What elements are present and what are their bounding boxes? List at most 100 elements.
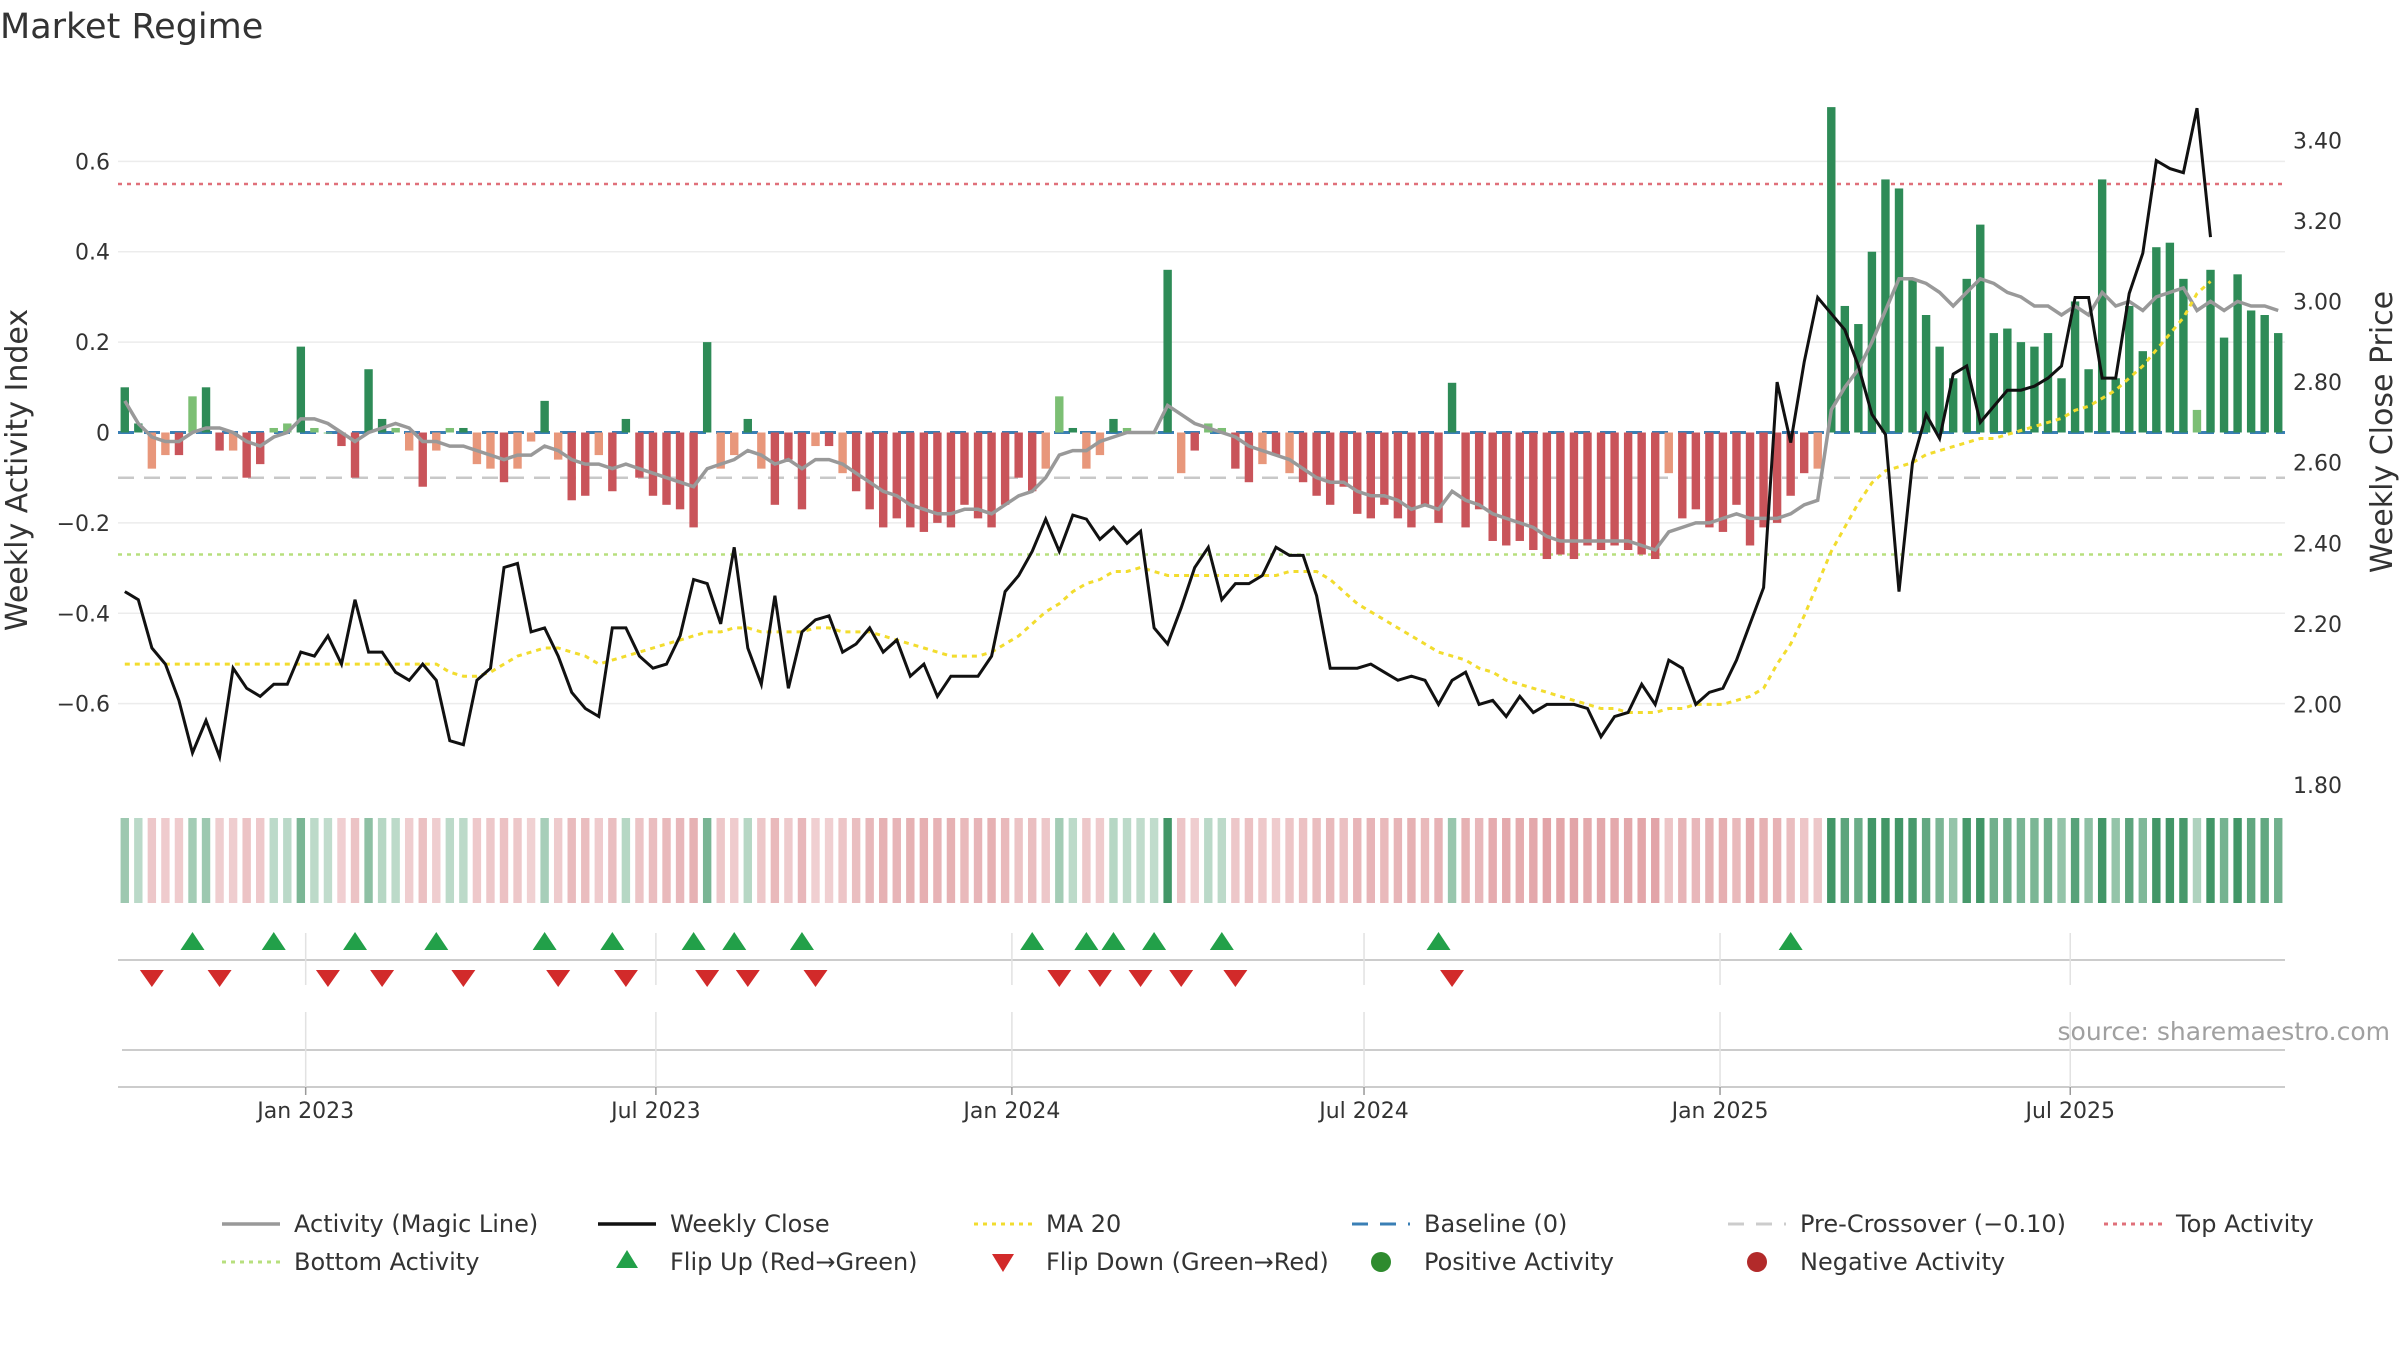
activity-bar: [1014, 432, 1023, 478]
regime-cell: [323, 818, 333, 903]
regime-cell: [960, 818, 969, 903]
regime-cell: [2192, 818, 2202, 903]
flip-up-marker: [1020, 932, 1045, 950]
regime-cell: [283, 818, 292, 903]
activity-bar: [1393, 432, 1403, 519]
regime-cell: [621, 818, 631, 903]
regime-cell: [675, 818, 685, 903]
activity-bar: [2111, 378, 2120, 433]
regime-cell: [445, 818, 455, 903]
activity-bar: [851, 432, 861, 492]
activity-bar: [283, 423, 292, 433]
activity-bar: [228, 432, 238, 451]
gridlines: [118, 160, 2285, 705]
flip-up-marker: [600, 932, 625, 950]
regime-cell: [2125, 818, 2134, 903]
activity-bar: [2097, 179, 2107, 433]
activity-bar: [1786, 432, 1795, 496]
regime-cell: [1325, 818, 1335, 903]
activity-bar: [1434, 432, 1443, 523]
legend-label: Weekly Close: [670, 1210, 830, 1238]
regime-cell: [540, 818, 549, 903]
regime-cell: [147, 818, 157, 903]
activity-bar: [1989, 333, 1999, 433]
regime-cell: [1190, 818, 1199, 903]
activity-bar: [1095, 432, 1105, 456]
activity-bar: [770, 432, 780, 505]
flip-down-marker: [315, 970, 340, 987]
activity-bar: [323, 432, 333, 434]
regime-cell: [2138, 818, 2147, 903]
x-tick-label: Jan 2025: [1670, 1099, 1769, 1124]
regime-cell: [1176, 818, 1186, 903]
regime-cell: [1813, 818, 1822, 903]
activity-bar: [2043, 333, 2053, 433]
series-lines: [123, 107, 2279, 763]
regime-cell: [1556, 818, 1565, 903]
activity-bar: [1244, 432, 1254, 483]
regime-cell: [161, 818, 170, 903]
x-tick-label: Jul 2025: [2023, 1099, 2115, 1124]
regime-cell: [1474, 818, 1484, 903]
legend-dot: [1371, 1252, 1391, 1272]
regime-cell: [702, 818, 712, 903]
regime-cell: [1217, 818, 1227, 903]
flip-up-marker: [343, 932, 368, 950]
activity-bar: [391, 427, 400, 433]
regime-cell: [432, 818, 441, 903]
regime-cell: [1285, 818, 1294, 903]
activity-bar: [1678, 432, 1687, 519]
flip-up-marker: [424, 932, 449, 950]
regime-cell: [1407, 818, 1416, 903]
regime-cell: [188, 818, 197, 903]
activity-bar: [662, 432, 671, 505]
activity-bar: [1285, 432, 1294, 474]
activity-bar: [404, 432, 414, 451]
x-tick-label: Jul 2023: [609, 1099, 701, 1124]
activity-bar: [1542, 432, 1552, 560]
regime-cell: [770, 818, 780, 903]
x-axis-ticks: Jan 2023 Jul 2023 Jan 2024 Jul 2024 Jan 2025…: [255, 1087, 2115, 1124]
activity-bar: [1041, 432, 1050, 469]
legend-label: Pre-Crossover (−0.10): [1800, 1210, 2066, 1238]
flip-up-marker: [1142, 932, 1167, 950]
regime-cell: [174, 818, 184, 903]
activity-bar: [1122, 427, 1132, 433]
activity-bar: [1380, 432, 1389, 505]
legend-label: Activity (Magic Line): [294, 1210, 538, 1238]
activity-bar: [702, 342, 712, 433]
activity-bar: [1339, 432, 1348, 487]
right-tick-label: 2.40: [2293, 532, 2342, 557]
flip-down-marker: [1440, 970, 1465, 987]
activity-bar: [1461, 432, 1470, 528]
activity-bar: [811, 432, 820, 447]
activity-bar: [1732, 432, 1741, 505]
activity-bar: [499, 432, 509, 483]
regime-cell: [1109, 818, 1118, 903]
regime-cell: [1610, 818, 1619, 903]
activity-bar: [418, 432, 427, 487]
activity-bar: [1028, 432, 1037, 492]
activity-bar: [797, 432, 807, 510]
activity-bar: [1488, 432, 1497, 541]
activity-bar: [716, 432, 725, 469]
activity-bar: [2246, 310, 2256, 433]
left-tick-label: −0.2: [57, 512, 110, 537]
regime-cell: [1705, 818, 1714, 903]
flip-up-marker: [1074, 932, 1099, 950]
left-tick-label: 0.4: [75, 241, 110, 266]
regime-cell: [946, 818, 956, 903]
regime-cell: [1434, 818, 1443, 903]
activity-bar: [1664, 432, 1673, 474]
activity-bar: [1529, 432, 1538, 550]
regime-cell: [2030, 818, 2039, 903]
regime-cell: [1935, 818, 1944, 903]
regime-cell: [1854, 818, 1863, 903]
activity-bar: [675, 432, 685, 510]
flip-up-marker: [681, 932, 706, 950]
flip-up-marker: [180, 932, 205, 950]
regime-cell: [2219, 818, 2229, 903]
regime-cell: [553, 818, 563, 903]
regime-cell: [1529, 818, 1538, 903]
x-tick-label: Jul 2024: [1317, 1099, 1409, 1124]
